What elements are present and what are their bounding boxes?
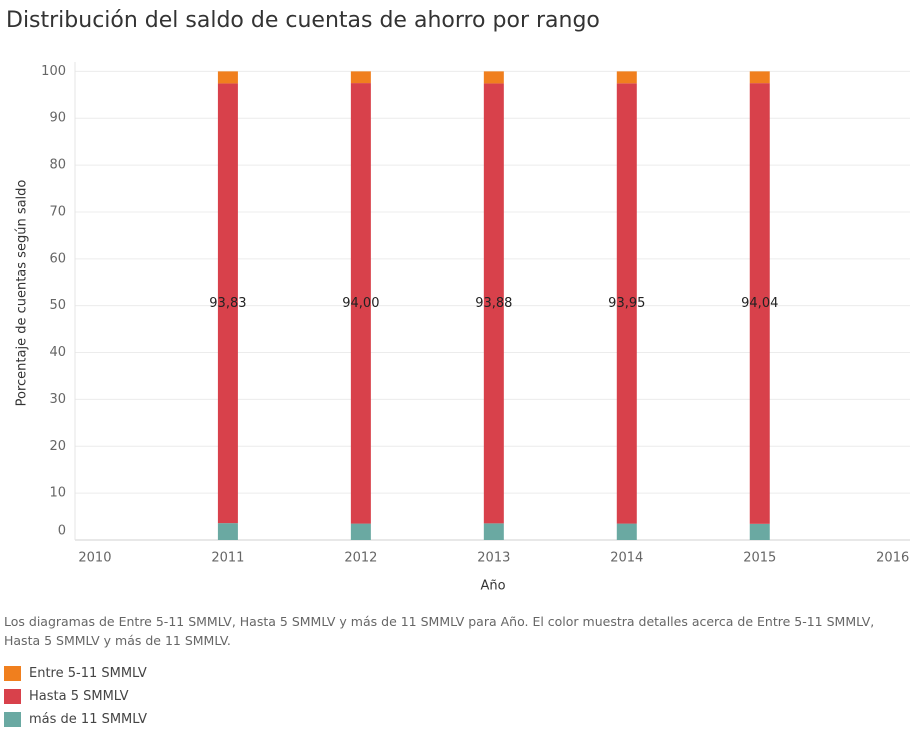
y-tick-label: 60 (49, 251, 66, 266)
y-axis-title: Porcentaje de cuentas según saldo (15, 180, 30, 407)
bar-segment (616, 71, 637, 84)
data-label: 93,83 (209, 296, 246, 311)
legend-swatch (4, 712, 21, 727)
y-tick-label: 90 (49, 111, 66, 126)
legend-label: Hasta 5 SMMLV (29, 689, 129, 704)
data-label: 94,04 (741, 296, 778, 311)
bar-segment (217, 83, 238, 524)
y-tick-label: 80 (49, 158, 66, 173)
x-tick-label: 2011 (211, 551, 244, 566)
data-label: 93,88 (475, 296, 512, 311)
x-tick-label: 2016 (876, 551, 909, 566)
bar-segment (217, 523, 238, 540)
x-tick-label: 2014 (610, 551, 643, 566)
bar-segment (483, 523, 504, 540)
chart: Porcentaje de cuentas según saldo Año 0 1… (15, 62, 910, 594)
bar-segment (616, 83, 637, 524)
legend-item: Hasta 5 SMMLV (4, 685, 147, 708)
y-tick-label: 40 (49, 345, 66, 360)
chart-title: Distribución del saldo de cuentas de aho… (6, 8, 600, 33)
bar-segment (350, 523, 371, 540)
y-tick-label: 10 (49, 486, 66, 501)
legend-swatch (4, 689, 21, 704)
y-tick-label: 70 (49, 204, 66, 219)
bar-segment (483, 83, 504, 524)
y-tick-label: 20 (49, 439, 66, 454)
bar-segment (749, 523, 770, 540)
y-tick-label: 100 (41, 64, 66, 79)
bar-segment (350, 71, 371, 84)
legend-item: Entre 5-11 SMMLV (4, 662, 147, 685)
bar-segment (749, 71, 770, 84)
legend-swatch (4, 666, 21, 681)
data-label: 94,00 (342, 296, 379, 311)
x-tick-label: 2015 (743, 551, 776, 566)
bar-segment (483, 71, 504, 84)
bar-segment (749, 83, 770, 524)
y-tick-label: 50 (49, 298, 66, 313)
legend-label: Entre 5-11 SMMLV (29, 666, 147, 681)
y-tick-label: 0 (58, 524, 66, 539)
bar-segment (350, 83, 371, 524)
x-tick-label: 2010 (78, 551, 111, 566)
legend: Entre 5-11 SMMLV Hasta 5 SMMLV más de 11 S… (4, 662, 147, 731)
bar-segment (217, 71, 238, 84)
caption: Los diagramas de Entre 5-11 SMMLV, Hasta… (4, 614, 875, 648)
data-label: 93,95 (608, 296, 645, 311)
bar-segment (616, 523, 637, 540)
x-tick-label: 2012 (344, 551, 377, 566)
legend-item: más de 11 SMMLV (4, 708, 147, 731)
x-axis-title: Año (480, 579, 505, 594)
x-tick-label: 2013 (477, 551, 510, 566)
y-tick-label: 30 (49, 392, 66, 407)
legend-label: más de 11 SMMLV (29, 712, 147, 727)
